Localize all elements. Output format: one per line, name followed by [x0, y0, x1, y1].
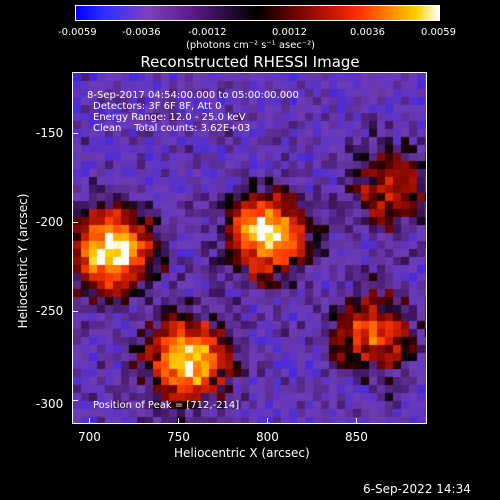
x-tick-mark: [89, 418, 90, 424]
clean-counts-label: Clean Total counts: 3.62E+03: [93, 123, 251, 134]
colorbar-tick-label: -0.0036: [122, 27, 161, 38]
y-tick-mark: [72, 400, 78, 401]
y-tick-mark: [72, 222, 78, 223]
colorbar-units: (photons cm⁻² s⁻¹ asec⁻²): [186, 40, 316, 51]
detectors-label: Detectors: 3F 6F 8F, Att 0: [93, 101, 222, 112]
x-tick-label: 850: [345, 430, 368, 444]
colorbar-tick-label: 0.0059: [421, 27, 456, 38]
x-axis-label: Heliocentric X (arcsec): [174, 446, 310, 460]
x-tick-mark: [178, 418, 179, 424]
y-tick-label: -200: [36, 215, 64, 229]
x-tick-label: 700: [78, 430, 101, 444]
plot-title: Reconstructed RHESSI Image: [140, 53, 360, 71]
colorbar-tick-label: 0.0012: [272, 27, 307, 38]
time-range-label: 8-Sep-2017 04:54:00.000 to 05:00:00.000: [87, 90, 299, 101]
x-tick-label: 800: [256, 430, 279, 444]
colorbar-tick-label: -0.0059: [58, 27, 97, 38]
colorbar-tick-label: 0.0036: [350, 27, 385, 38]
energy-range-label: Energy Range: 12.0 - 25.0 keV: [93, 112, 246, 123]
colorbar: [75, 5, 440, 21]
x-tick-label: 750: [167, 430, 190, 444]
y-tick-mark: [72, 133, 78, 134]
x-tick-mark: [356, 418, 357, 424]
y-tick-label: -250: [36, 304, 64, 318]
footer-timestamp: 6-Sep-2022 14:34: [363, 482, 471, 496]
x-tick-mark: [267, 418, 268, 424]
colorbar-tick-label: -0.0012: [188, 27, 227, 38]
image-plot-area: 8-Sep-2017 04:54:00.000 to 05:00:00.000 …: [72, 72, 427, 424]
y-tick-mark: [72, 311, 78, 312]
y-tick-label: -150: [36, 126, 64, 140]
heatmap-image: [73, 73, 426, 423]
peak-position-label: Position of Peak = [712,-214]: [93, 400, 240, 411]
y-tick-label: -300: [36, 397, 64, 411]
y-axis-label: Heliocentric Y (arcsec): [16, 193, 30, 329]
